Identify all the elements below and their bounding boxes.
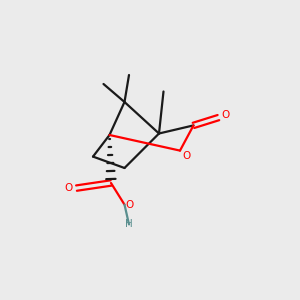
Text: O: O bbox=[182, 151, 191, 161]
Text: O: O bbox=[125, 200, 133, 210]
Text: O: O bbox=[221, 110, 229, 120]
Text: H: H bbox=[125, 219, 133, 230]
Text: O: O bbox=[64, 183, 72, 193]
